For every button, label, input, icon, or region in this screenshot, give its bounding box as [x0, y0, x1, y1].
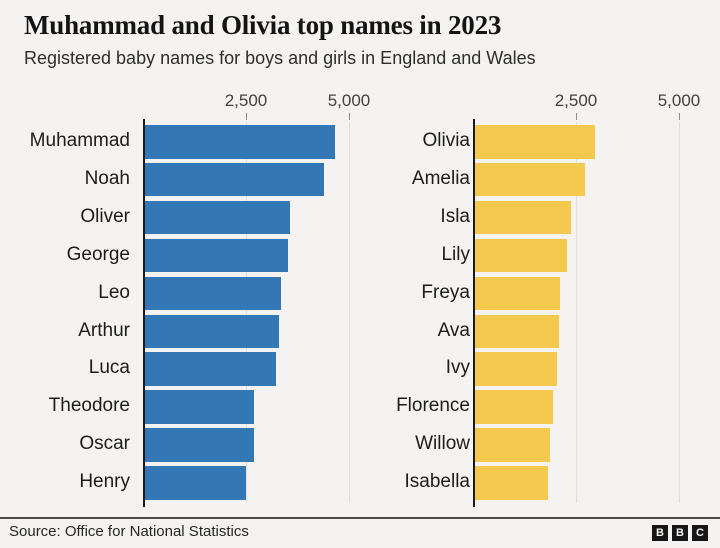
bar-ava	[475, 314, 560, 349]
y-axis-line-boys	[143, 119, 145, 507]
gridline-2500	[246, 122, 247, 503]
bar-olivia	[475, 125, 595, 159]
plot-area-girls	[475, 122, 697, 503]
bar-theodore	[145, 390, 255, 424]
category-label-isla: Isla	[440, 205, 470, 227]
bar-leo	[145, 276, 281, 311]
category-label-freya: Freya	[421, 281, 470, 303]
tick-label-5000-right: 5,000	[657, 91, 701, 110]
bar-henry	[145, 466, 247, 500]
gridline-5000	[679, 122, 680, 503]
y-axis-line-girls	[473, 119, 475, 507]
category-label-theodore: Theodore	[48, 395, 130, 417]
category-label-noah: Noah	[84, 167, 130, 189]
source-attribution: Source: Office for National Statistics	[9, 523, 249, 540]
category-label-isabella: Isabella	[404, 471, 471, 493]
chart-title: Muhammad and Olivia top names in 2023	[24, 10, 502, 40]
bar-oliver	[145, 200, 291, 235]
bar-muhammad	[145, 125, 336, 159]
bar-florence	[475, 390, 553, 424]
bar-ivy	[475, 352, 557, 386]
category-label-ivy: Ivy	[445, 357, 470, 379]
plot-area-boys	[145, 122, 367, 503]
category-label-oliver: Oliver	[80, 205, 130, 227]
bar-freya	[475, 276, 561, 311]
category-label-arthur: Arthur	[78, 319, 130, 341]
category-labels-girls: Olivia Amelia Isla Lily Freya Ava Ivy Florence W…	[330, 122, 470, 503]
category-label-oscar: Oscar	[79, 433, 130, 455]
bar-isabella	[475, 466, 549, 500]
bbc-logo: B B C	[652, 525, 708, 541]
tick-mark	[349, 113, 350, 120]
category-label-willow: Willow	[415, 433, 470, 455]
bar-arthur	[145, 314, 280, 349]
bar-luca	[145, 352, 276, 386]
tick-label-2500-left: 2,500	[224, 91, 268, 110]
category-label-lily: Lily	[441, 243, 470, 265]
category-label-george: George	[66, 243, 130, 265]
category-label-ava: Ava	[437, 319, 470, 341]
tick-label-2500-right: 2,500	[554, 91, 598, 110]
bbc-logo-block: B	[652, 525, 668, 541]
footer-divider	[0, 517, 720, 519]
tick-mark	[246, 113, 247, 120]
tick-mark	[576, 113, 577, 120]
bar-isla	[475, 200, 571, 235]
tick-mark	[679, 113, 680, 120]
bar-noah	[145, 162, 324, 197]
category-label-muhammad: Muhammad	[29, 130, 130, 151]
bar-oscar	[145, 428, 254, 462]
category-labels-boys: Muhammad Noah Oliver George Leo Arthur Luca The…	[0, 122, 130, 503]
category-label-olivia: Olivia	[422, 130, 470, 151]
bar-willow	[475, 428, 551, 462]
category-label-luca: Luca	[88, 357, 130, 379]
category-label-henry: Henry	[79, 471, 130, 493]
chart-subtitle: Registered baby names for boys and girls…	[24, 48, 536, 68]
bar-lily	[475, 238, 568, 273]
category-label-florence: Florence	[396, 395, 470, 417]
category-label-leo: Leo	[98, 281, 130, 303]
bar-amelia	[475, 162, 585, 197]
gridline-5000	[349, 122, 350, 503]
category-label-amelia: Amelia	[411, 167, 470, 189]
bbc-logo-block: C	[692, 525, 708, 541]
bar-george	[145, 238, 288, 273]
gridline-2500	[576, 122, 577, 503]
tick-label-5000-left: 5,000	[327, 91, 371, 110]
bbc-logo-block: B	[672, 525, 688, 541]
